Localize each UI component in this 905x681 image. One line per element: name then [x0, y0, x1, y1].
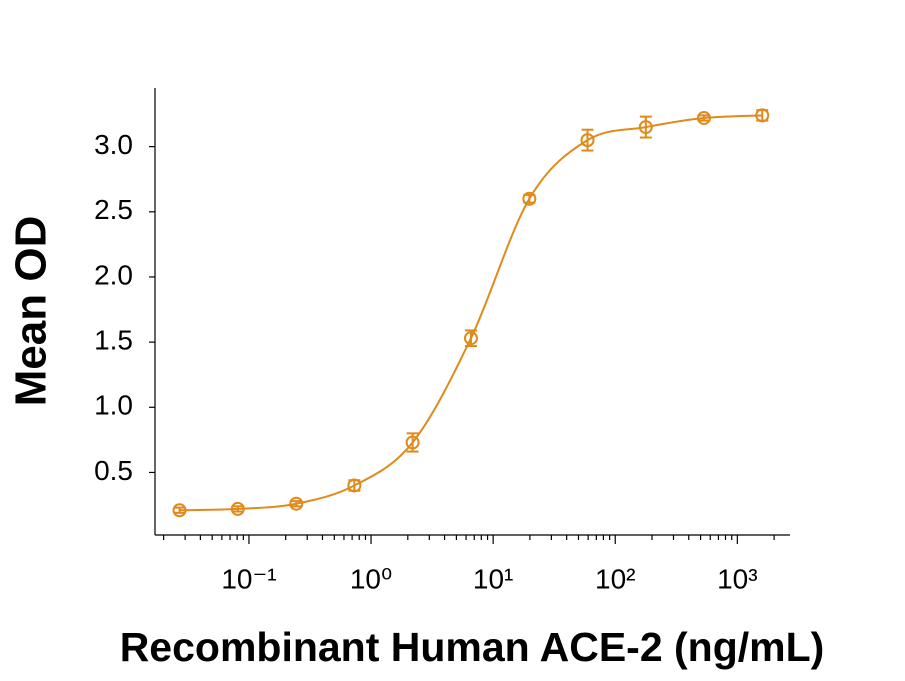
error-bar	[697, 114, 710, 122]
x-tick-label: 10⁻¹	[221, 563, 276, 594]
data-point	[696, 110, 711, 125]
x-tick-label: 10³	[717, 563, 757, 594]
data-point	[463, 331, 478, 346]
y-tick-label: 2.0	[94, 259, 133, 290]
error-bar	[290, 500, 303, 508]
data-point	[172, 503, 187, 518]
data-point	[347, 478, 362, 493]
x-tick-label: 10¹	[473, 563, 513, 594]
x-tick-label: 10⁰	[350, 563, 392, 594]
y-tick-label: 0.5	[94, 455, 133, 486]
error-bar	[231, 505, 244, 513]
x-tick-label: 10²	[595, 563, 635, 594]
data-point	[522, 191, 537, 206]
y-tick-label: 3.0	[94, 129, 133, 160]
data-point	[638, 120, 653, 135]
error-bar	[581, 128, 594, 152]
y-tick-label: 1.5	[94, 325, 133, 356]
data-point	[580, 133, 595, 148]
error-bar	[173, 506, 186, 514]
data-point	[230, 501, 245, 516]
y-tick-label: 1.0	[94, 390, 133, 421]
fit-curve	[179, 114, 763, 512]
y-tick-label: 2.5	[94, 194, 133, 225]
y-axis-title: Mean OD	[7, 216, 56, 407]
x-axis-title: Recombinant Human ACE-2 (ng/mL)	[120, 624, 825, 670]
data-point	[755, 108, 770, 123]
data-point	[289, 496, 304, 511]
data-point	[405, 435, 420, 450]
